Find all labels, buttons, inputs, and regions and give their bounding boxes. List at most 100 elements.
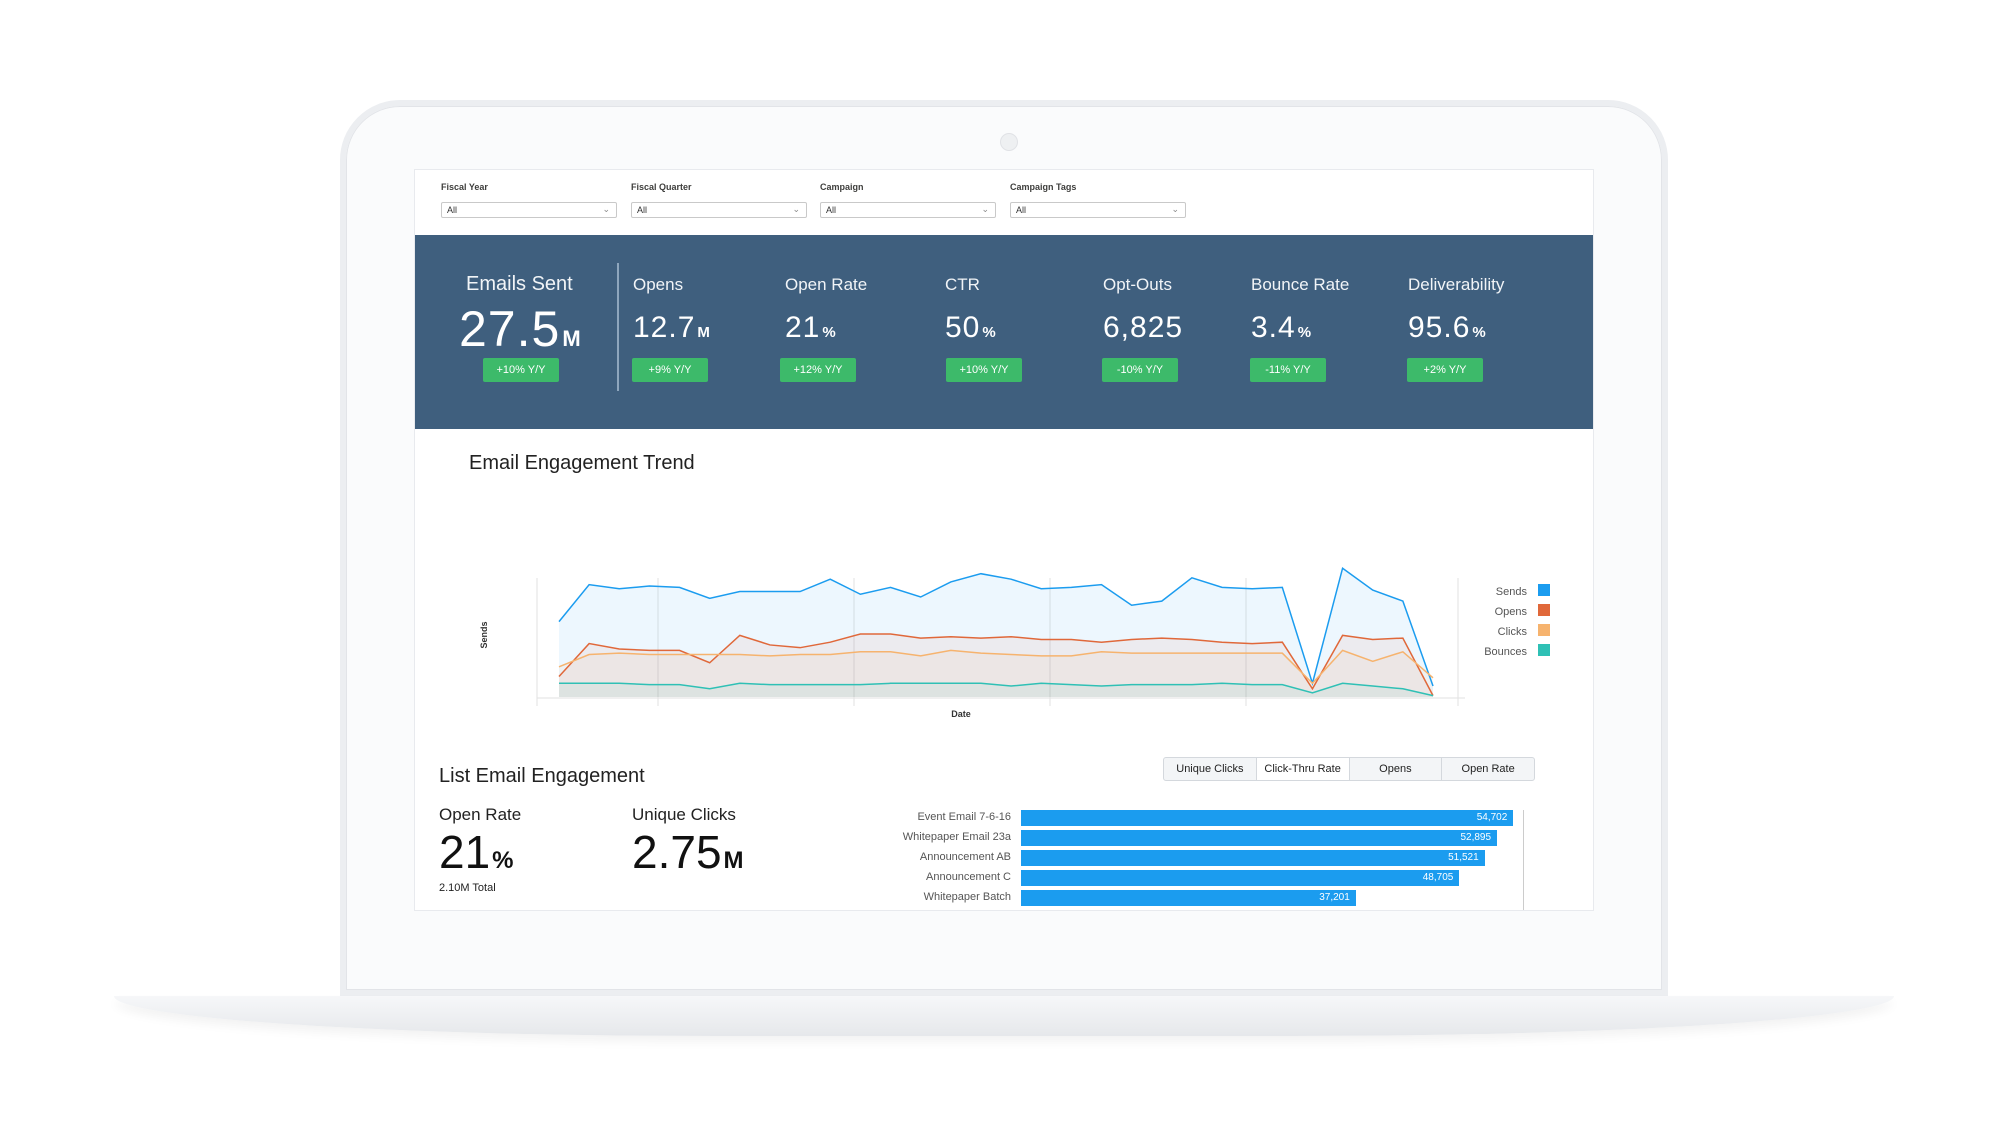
tab-open-rate[interactable]: Open Rate — [1461, 763, 1515, 775]
kpi-badge: +9% Y/Y — [632, 358, 708, 382]
bar[interactable]: 51,521 — [1021, 850, 1485, 866]
kpi-unit: M — [562, 326, 582, 351]
kpi-number: 21 — [785, 311, 821, 344]
kpi-ctr: CTR 50% — [945, 275, 997, 345]
kpi-value: 21% — [785, 311, 867, 345]
kpi-label: Deliverability — [1408, 275, 1505, 294]
kpi-label: Bounce Rate — [1251, 275, 1350, 294]
kpi-number: 27.5 — [459, 301, 561, 357]
kpi-unit: M — [697, 324, 711, 341]
kpi-bounce-rate: Bounce Rate 3.4% — [1251, 275, 1349, 345]
filter-fiscal-quarter: Fiscal Quarter All ⌄ — [631, 182, 807, 218]
bar-value-label: 52,895 — [1460, 832, 1492, 843]
unique-clicks-label: Unique Clicks — [632, 805, 736, 824]
open-rate-value: 21% — [439, 825, 514, 879]
kpi-divider — [617, 263, 619, 391]
bar-category-label: Whitepaper Batch — [923, 891, 1011, 903]
kpi-badge: +10% Y/Y — [946, 358, 1022, 382]
series-line-sends — [558, 566, 1434, 687]
kpi-value: 27.5M — [459, 300, 582, 358]
select-value: All — [826, 205, 837, 215]
dashboard-screen: Fiscal Year All ⌄ Fiscal Quarter All ⌄ C… — [415, 170, 1593, 910]
kpi-deliverability: Deliverability 95.6% — [1408, 275, 1504, 345]
filter-campaign-tags: Campaign Tags All ⌄ — [1010, 182, 1186, 218]
fiscal-year-select[interactable]: All ⌄ — [441, 202, 617, 218]
chevron-down-icon: ⌄ — [602, 204, 610, 214]
legend-swatch-sends — [1538, 584, 1550, 596]
kpi-unit: % — [822, 324, 837, 341]
bar[interactable]: 37,201 — [1021, 890, 1356, 906]
bar-value-label: 51,521 — [1448, 852, 1479, 863]
kpi-value: 50% — [945, 311, 997, 345]
kpi-unit: % — [982, 324, 997, 341]
legend-swatch-clicks — [1538, 624, 1550, 636]
bar-category-label: Whitepaper Email 23a — [902, 831, 1011, 843]
kpi-label: Emails Sent — [466, 273, 573, 295]
series-line-bounces — [559, 682, 1434, 697]
legend-label-clicks: Clicks — [1498, 626, 1528, 638]
filter-campaign: Campaign All ⌄ — [820, 182, 996, 218]
kpi-badge: -10% Y/Y — [1102, 358, 1178, 382]
bar-value-label: 48,705 — [1422, 872, 1454, 883]
legend-label-sends: Sends — [1496, 586, 1528, 598]
kpi-band: Emails Sent 27.5M +10% Y/Y Opens 12.7 M +… — [415, 235, 1593, 429]
stat-number: 2.75 — [632, 826, 722, 878]
y-axis-title: Sends — [479, 621, 489, 648]
open-rate-total: 2.10M Total — [439, 882, 496, 894]
filter-label: Fiscal Year — [441, 182, 488, 192]
kpi-number: 50 — [945, 311, 981, 344]
bar[interactable]: 48,705 — [1021, 870, 1460, 886]
x-axis-title: Date — [951, 709, 971, 719]
kpi-opens: Opens 12.7 M — [633, 275, 711, 345]
kpi-unit: % — [1472, 324, 1487, 341]
tab-opens[interactable]: Opens — [1350, 758, 1443, 780]
bar[interactable]: 54,702 — [1021, 810, 1514, 826]
select-value: All — [1016, 205, 1027, 215]
open-rate-label: Open Rate — [439, 805, 522, 824]
stat-unit: M — [723, 847, 744, 874]
kpi-badge: -11% Y/Y — [1250, 358, 1326, 382]
kpi-label: Opt-Outs — [1103, 275, 1172, 294]
camera-icon — [1000, 133, 1018, 151]
campaign-tags-select[interactable]: All ⌄ — [1010, 202, 1186, 218]
legend-label-opens: Opens — [1495, 606, 1528, 618]
kpi-badge: +12% Y/Y — [780, 358, 856, 382]
legend-swatch-bounces — [1538, 644, 1550, 656]
laptop-base — [114, 996, 1894, 1036]
kpi-value: 3.4% — [1251, 311, 1349, 345]
kpi-number: 3.4 — [1251, 311, 1296, 344]
filter-label: Fiscal Quarter — [631, 182, 692, 192]
select-value: All — [447, 205, 458, 215]
bar-category-label: Announcement C — [926, 871, 1011, 883]
chevron-down-icon: ⌄ — [1171, 204, 1179, 214]
metric-tabs: Unique Clicks Click-Thru Rate Opens Open… — [1163, 757, 1535, 781]
stat-unit: % — [492, 847, 514, 874]
kpi-badge: +2% Y/Y — [1407, 358, 1483, 382]
kpi-value: 6,825 — [1103, 311, 1185, 345]
area-opens — [559, 633, 1433, 697]
list-engagement-title: List Email Engagement — [439, 765, 645, 787]
tab-unique-clicks[interactable]: Unique Clicks — [1164, 758, 1257, 780]
campaign-select[interactable]: All ⌄ — [820, 202, 996, 218]
bar-chart-axis — [1523, 810, 1524, 910]
kpi-unit: % — [1297, 324, 1313, 341]
bar-value-label: 37,201 — [1319, 892, 1350, 903]
stat-number: 21 — [439, 826, 491, 878]
series-line-clicks — [558, 649, 1434, 685]
chevron-down-icon: ⌄ — [981, 204, 989, 214]
area-sends — [559, 568, 1433, 697]
filter-fiscal-year: Fiscal Year All ⌄ — [441, 182, 617, 218]
unique-clicks-value: 2.75M — [632, 825, 744, 879]
kpi-number: 6,825 — [1103, 311, 1184, 344]
engagement-trend-chart: Date Sends Sends Opens Clicks Bounces — [479, 566, 1550, 719]
tab-click-thru-rate[interactable]: Click-Thru Rate — [1256, 758, 1350, 780]
filter-bar: Fiscal Year All ⌄ Fiscal Quarter All ⌄ C… — [415, 170, 1593, 235]
fiscal-quarter-select[interactable]: All ⌄ — [631, 202, 807, 218]
kpi-open-rate: Open Rate 21% — [785, 275, 867, 345]
legend-label-bounces: Bounces — [1484, 646, 1527, 658]
kpi-emails-sent: Emails Sent 27.5M — [459, 273, 582, 358]
kpi-label: Opens — [633, 275, 684, 294]
kpi-badge: +10% Y/Y — [483, 358, 559, 382]
bar[interactable]: 52,895 — [1021, 830, 1498, 846]
legend-swatch-opens — [1538, 604, 1550, 616]
